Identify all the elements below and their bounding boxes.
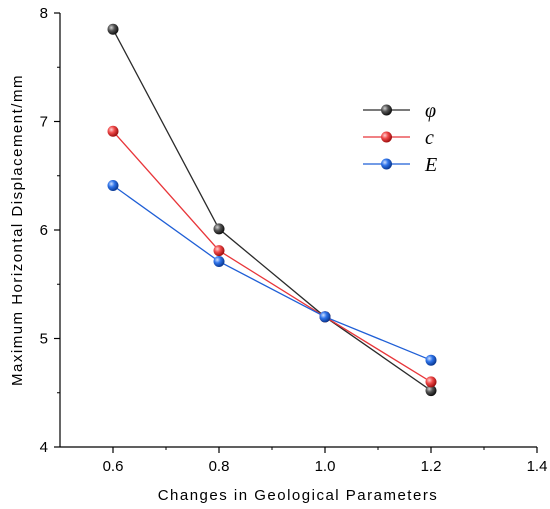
data-point bbox=[107, 23, 119, 35]
y-tick-label: 6 bbox=[40, 222, 48, 239]
series-layer bbox=[107, 23, 437, 397]
y-tick-label: 7 bbox=[40, 114, 48, 131]
legend-label: E bbox=[424, 154, 437, 176]
y-tick-label: 5 bbox=[40, 331, 48, 348]
y-tick-label: 8 bbox=[40, 5, 48, 22]
data-point bbox=[107, 180, 119, 192]
axes: 0.6 0.8 1.0 1.2 1.4 4 5 6 7 8 bbox=[40, 5, 548, 475]
x-axis-title: Changes in Geological Parameters bbox=[158, 487, 439, 504]
x-tick-label: 1.0 bbox=[315, 458, 336, 475]
x-tick-label: 0.8 bbox=[209, 458, 230, 475]
x-tick-label: 1.4 bbox=[527, 458, 548, 475]
series-line-1 bbox=[112, 28, 432, 392]
data-point bbox=[425, 385, 437, 397]
series-line-3 bbox=[112, 184, 432, 361]
legend-marker bbox=[381, 104, 392, 116]
x-tick-label: 0.6 bbox=[103, 458, 124, 475]
y-tick-label: 4 bbox=[40, 439, 48, 456]
data-point bbox=[425, 376, 437, 388]
legend-marker bbox=[381, 131, 392, 143]
series-line-2 bbox=[112, 130, 432, 383]
legend-marker bbox=[381, 158, 392, 170]
data-point bbox=[213, 255, 225, 267]
data-point bbox=[107, 125, 119, 137]
legend-label: c bbox=[425, 127, 434, 149]
y-axis-title: Maximum Horizontal Displacement/mm bbox=[9, 74, 26, 386]
legend-label: φ bbox=[425, 100, 436, 122]
data-point bbox=[213, 245, 225, 257]
x-tick-label: 1.2 bbox=[421, 458, 442, 475]
legend: φcE bbox=[363, 100, 437, 176]
data-point bbox=[425, 354, 437, 366]
data-point bbox=[213, 223, 225, 235]
data-point bbox=[319, 311, 331, 323]
